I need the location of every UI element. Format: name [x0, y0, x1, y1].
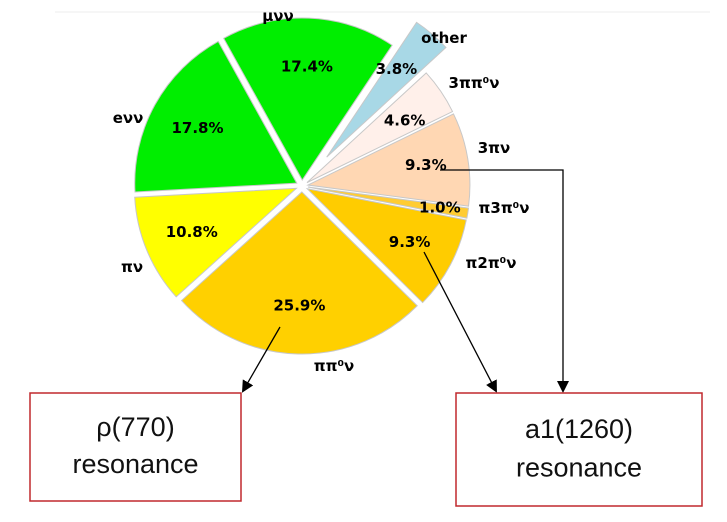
annotation-line2: resonance: [516, 453, 642, 483]
annotation-line1: a1(1260): [525, 414, 633, 444]
slice-percentage: 9.3%: [389, 233, 431, 251]
annotation-arrows: [241, 169, 569, 393]
annotation-line1: ρ(770): [96, 412, 174, 442]
annotation-box: [29, 392, 242, 502]
pie-slice: [306, 113, 471, 207]
pie-slice: [307, 186, 470, 219]
pie-slice: [180, 191, 418, 355]
slice-percentage: 25.9%: [273, 296, 325, 314]
annotation-arrow: [241, 326, 281, 393]
annotation-arrow: [423, 251, 497, 393]
slice-name: 3πν: [478, 139, 511, 157]
pie-slice: [223, 17, 393, 181]
annotation-box: [455, 392, 703, 507]
annotation-line2: resonance: [72, 449, 198, 479]
pie-slice: [305, 187, 467, 304]
slice-name: μνν: [262, 7, 293, 25]
pie-slice: [134, 187, 298, 298]
percentage-labels: 17.4% 3.8% 4.6% 9.3% 1.0% 9.3% 25.9% 10.8% 17.8%: [166, 58, 461, 315]
slice-name: 3ππ⁰ν: [449, 74, 500, 92]
slice-percentage: 1.0%: [419, 198, 461, 216]
slice-percentage: 17.8%: [171, 119, 223, 137]
slice-percentage: 10.8%: [166, 223, 218, 241]
slice-percentage: 3.8%: [376, 60, 418, 78]
slice-name: π3π⁰ν: [479, 199, 530, 217]
slice-percentage: 17.4%: [281, 58, 333, 76]
slice-name: π2π⁰ν: [466, 254, 517, 272]
pie-slices: [134, 17, 471, 355]
annotation-arrow: [440, 169, 569, 393]
slice-name: ππ⁰ν: [314, 357, 355, 375]
pie-slice: [326, 21, 447, 158]
slice-name: πν: [121, 258, 143, 276]
pie-slice: [306, 72, 454, 184]
pie-slice: [134, 40, 298, 193]
slice-name-labels: μνν other 3ππ⁰ν 3πν π3π⁰ν π2π⁰ν ππ⁰ν πν eνν: [113, 7, 530, 375]
slice-name: other: [421, 29, 467, 47]
slice-name: eνν: [113, 109, 144, 127]
annotation-boxes: ρ(770) resonance a1(1260) resonance: [29, 392, 703, 507]
slice-percentage: 4.6%: [384, 112, 426, 130]
slice-percentage: 9.3%: [405, 156, 447, 174]
